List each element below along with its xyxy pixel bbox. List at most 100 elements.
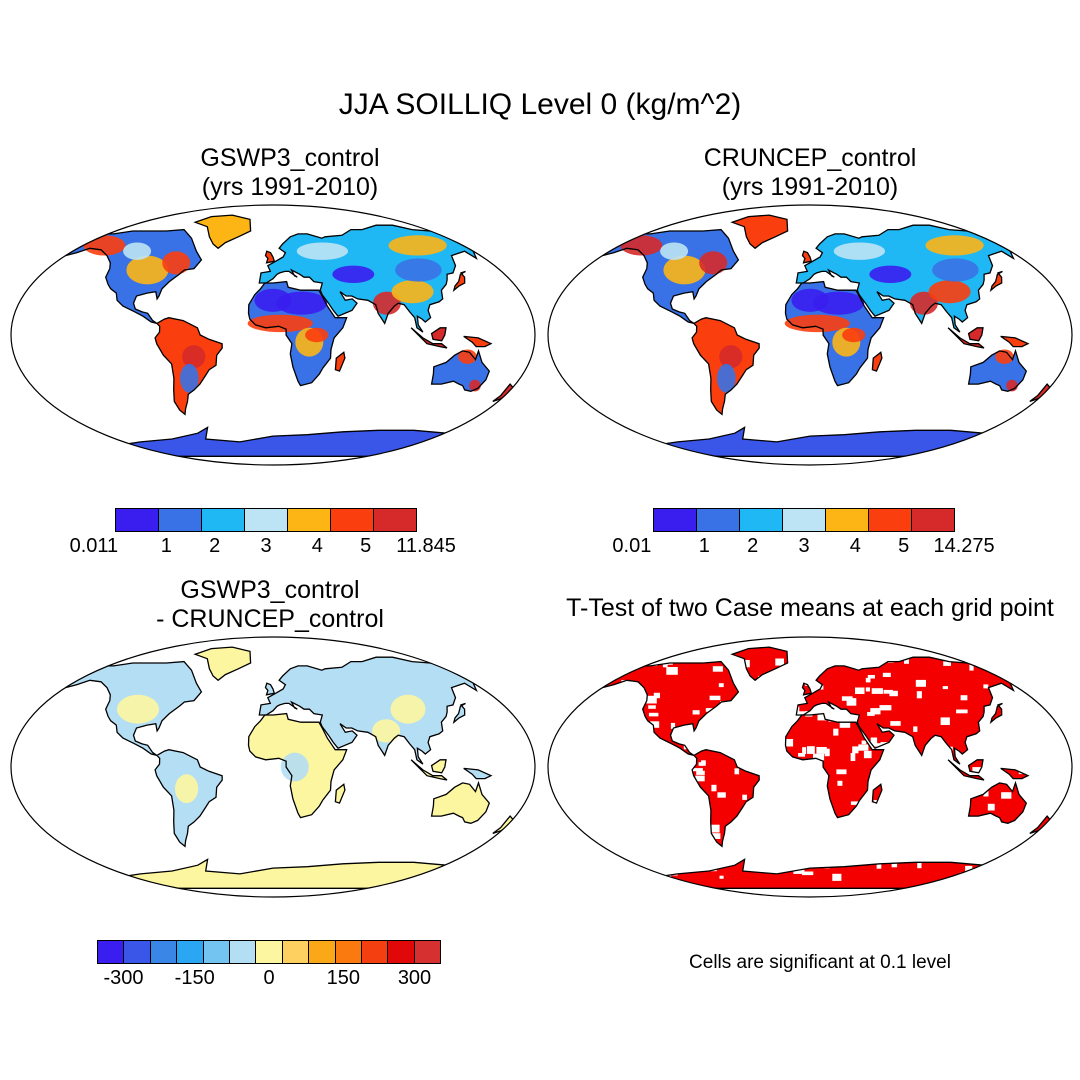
field-patch — [395, 258, 442, 282]
colorbar-tick-label: -150 — [174, 967, 215, 989]
panel-2-map — [547, 204, 1073, 466]
non-significant-cell — [720, 701, 725, 708]
non-significant-cell — [995, 699, 1007, 707]
non-significant-cell — [839, 721, 851, 728]
colorbar-box — [361, 941, 389, 963]
non-significant-cell — [793, 706, 800, 712]
non-significant-cell — [799, 773, 809, 778]
non-significant-cell — [975, 781, 982, 786]
non-significant-cell — [689, 863, 697, 869]
non-significant-cell — [863, 750, 872, 759]
land-region-antarctica — [81, 859, 465, 889]
non-significant-cell — [807, 779, 813, 784]
non-significant-cell — [1026, 872, 1033, 876]
colorbar-tick-label: 1 — [160, 535, 172, 557]
non-significant-cell — [641, 753, 653, 758]
non-significant-cell — [1001, 792, 1012, 799]
non-significant-cell — [938, 808, 944, 816]
non-significant-cell — [640, 841, 652, 849]
non-significant-cell — [909, 796, 916, 802]
non-significant-cell — [983, 789, 989, 797]
panel-4-title: T-Test of two Case means at each grid po… — [540, 594, 1080, 623]
non-significant-cell — [932, 801, 941, 808]
non-significant-cell — [891, 860, 898, 868]
panel-3-title-line2: - CRUNCEP_control — [156, 605, 384, 633]
non-significant-cell — [832, 873, 842, 881]
colorbar-box — [177, 941, 204, 963]
non-significant-cell — [904, 838, 917, 843]
colorbar-tick-label: 0.011 — [69, 535, 119, 557]
non-significant-cell — [793, 868, 805, 874]
non-significant-cell — [817, 713, 829, 721]
significance-note: Cells are significant at 0.1 level — [689, 952, 951, 973]
non-significant-cell — [687, 733, 693, 738]
non-significant-cell — [691, 768, 703, 772]
non-significant-cell — [628, 819, 638, 824]
land-region-borneo — [431, 327, 446, 341]
non-significant-cell — [816, 747, 827, 754]
non-significant-cell — [802, 871, 814, 876]
field-patch — [995, 349, 1014, 364]
non-significant-cell — [812, 685, 824, 690]
non-significant-cell — [846, 821, 858, 828]
colorbar-box — [203, 941, 230, 963]
colorbar-box — [335, 941, 362, 963]
colorbar-box — [740, 509, 783, 531]
coastline-borneo — [430, 759, 447, 774]
coastline-borneo — [430, 327, 447, 342]
land-region-antarctica — [618, 427, 1002, 457]
non-significant-cell — [695, 864, 702, 872]
non-significant-cell — [774, 775, 781, 779]
colorbar-box — [826, 509, 869, 531]
coastline-greenland — [193, 214, 252, 250]
land-region-nz — [492, 816, 515, 834]
coastline-greenland — [730, 646, 789, 682]
field-patch — [660, 242, 689, 260]
non-significant-cell — [630, 702, 641, 707]
non-significant-cell — [742, 794, 747, 800]
colorbar-box — [98, 941, 125, 963]
non-significant-cell — [789, 846, 797, 850]
non-significant-cell — [1033, 750, 1045, 756]
coastline-uk — [264, 682, 276, 696]
non-significant-cell — [801, 815, 808, 824]
colorbar-box — [256, 941, 283, 963]
colorbar-tick-label: 2 — [747, 535, 759, 557]
non-significant-cell — [745, 733, 750, 741]
non-significant-cell — [802, 836, 811, 845]
land-region-borneo — [968, 327, 983, 341]
world-map — [547, 636, 1073, 898]
non-significant-cell — [906, 804, 912, 812]
non-significant-cell — [775, 658, 784, 666]
land-region-japan — [990, 271, 1003, 291]
non-significant-cell — [707, 866, 712, 872]
land-region-greenland — [195, 215, 251, 249]
colorbar-box — [697, 509, 740, 531]
non-significant-cell — [785, 672, 797, 679]
non-significant-cell — [901, 824, 910, 830]
non-significant-cell — [1025, 695, 1031, 699]
non-significant-cell — [986, 731, 993, 736]
non-significant-cell — [648, 712, 659, 717]
non-significant-cell — [801, 800, 810, 805]
non-significant-cell — [683, 742, 694, 750]
coastline-greenland — [730, 214, 789, 250]
panel-1-colorbar: 0.011 1 2 3 4 5 11.845 — [70, 508, 456, 557]
non-significant-cell — [792, 777, 804, 782]
field-patch — [123, 242, 152, 260]
non-significant-cell — [870, 737, 878, 746]
non-significant-cell — [977, 747, 985, 755]
non-significant-cell — [953, 791, 962, 795]
coastline-indonesia — [410, 759, 448, 781]
non-significant-cell — [989, 781, 995, 785]
non-significant-cell — [1013, 728, 1024, 735]
coastline-indonesia — [947, 327, 985, 349]
coastline-eurasia — [795, 224, 1026, 333]
land-region-japan — [990, 703, 1003, 723]
non-significant-cell — [1021, 831, 1034, 836]
coastline-madagascar — [871, 351, 883, 372]
non-significant-cell — [813, 753, 825, 761]
coastline-uk — [801, 682, 813, 696]
map-border — [547, 204, 1073, 466]
field-patch — [332, 265, 375, 283]
